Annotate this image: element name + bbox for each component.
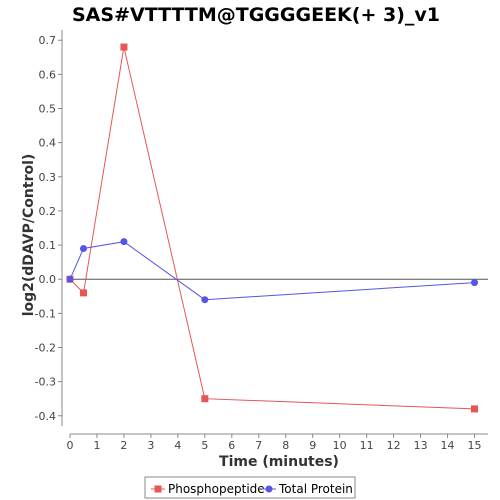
data-point	[471, 405, 479, 413]
data-point	[79, 244, 87, 252]
y-tick-label: -0.2	[35, 341, 56, 354]
x-tick-label: 0	[67, 439, 74, 452]
series-group	[66, 43, 479, 413]
legend-marker	[265, 485, 273, 493]
y-tick-label: 0.5	[39, 103, 57, 116]
series-1	[66, 238, 479, 304]
x-tick-label: 2	[120, 439, 127, 452]
y-tick-label: 0.1	[39, 239, 57, 252]
y-tick-label: 0.2	[39, 205, 57, 218]
x-axis-label: Time (minutes)	[219, 454, 339, 470]
x-tick-label: 4	[174, 439, 181, 452]
legend: Phosphopeptide Total Protein	[144, 476, 356, 499]
legend-box	[144, 476, 356, 499]
data-point	[120, 43, 128, 51]
x-tick-label: 13	[414, 439, 428, 452]
x-tick-label: 6	[228, 439, 235, 452]
y-tick-label: -0.4	[35, 410, 56, 423]
axes: -0.4 -0.3 -0.2 -0.1 0.0 0.1 0.2 0.3 0.4 0.5 0.6 0.7…	[35, 30, 488, 452]
plot-area	[62, 30, 488, 426]
data-point	[120, 238, 128, 246]
data-point	[201, 395, 209, 403]
x-tick-label: 3	[147, 439, 154, 452]
data-point	[201, 296, 209, 304]
x-tick-label: 11	[360, 439, 374, 452]
y-tick-label: 0.6	[39, 68, 57, 81]
x-tick-label: 12	[387, 439, 401, 452]
y-tick-label: 0.7	[39, 34, 57, 47]
x-tick-label: 15	[468, 439, 482, 452]
x-tick-label: 7	[255, 439, 262, 452]
x-tick-label: 10	[333, 439, 347, 452]
legend-label: Total Protein	[278, 482, 353, 496]
legend-label: Phosphopeptide	[168, 482, 265, 496]
x-tick-label: 14	[441, 439, 455, 452]
y-tick-label: 0.0	[39, 273, 57, 286]
data-point	[66, 275, 74, 283]
chart-title: SAS#VTTTTM@TGGGGEEK(+ 3)_v1	[72, 4, 440, 26]
y-tick-label: 0.3	[39, 171, 57, 184]
y-axis-label: log2(dDAVP/Control)	[21, 154, 37, 317]
data-point	[79, 289, 87, 297]
legend-marker	[154, 485, 162, 493]
data-point	[471, 279, 479, 287]
x-tick-label: 9	[309, 439, 316, 452]
y-tick-label: -0.1	[35, 307, 56, 320]
y-tick-label: -0.3	[35, 376, 56, 389]
x-tick-label: 5	[201, 439, 208, 452]
x-tick-label: 8	[282, 439, 289, 452]
x-tick-label: 1	[93, 439, 100, 452]
y-tick-label: 0.4	[39, 137, 57, 150]
